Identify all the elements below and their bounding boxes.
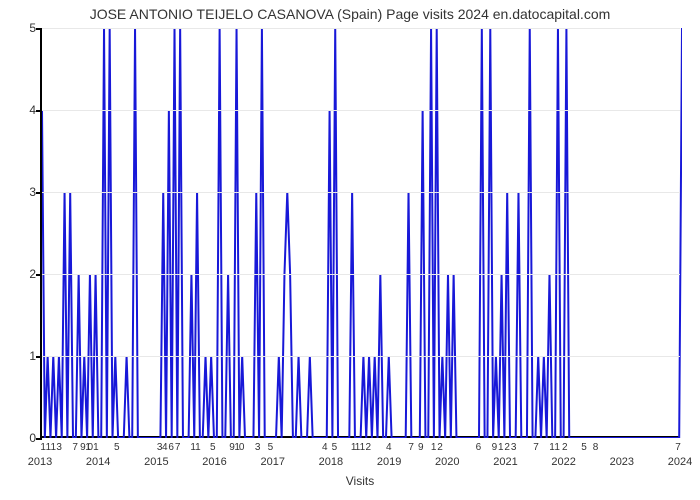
y-tick-mark bbox=[36, 274, 42, 276]
x-value-label: 4 bbox=[162, 442, 168, 453]
x-year-label: 2021 bbox=[493, 456, 517, 468]
x-value-label: 7 bbox=[533, 442, 539, 453]
x-value-label: 5 bbox=[332, 442, 338, 453]
chart-container: JOSE ANTONIO TEIJELO CASANOVA (Spain) Pa… bbox=[0, 0, 700, 500]
x-value-label: 5 bbox=[581, 442, 587, 453]
chart-title: JOSE ANTONIO TEIJELO CASANOVA (Spain) Pa… bbox=[0, 6, 700, 22]
x-value-label: 4 bbox=[386, 442, 392, 453]
x-value-label: 4 bbox=[322, 442, 328, 453]
x-value-label: 7 bbox=[675, 442, 681, 453]
y-tick-label: 3 bbox=[0, 185, 36, 199]
y-tick-mark bbox=[36, 28, 42, 30]
x-value-label: 9 bbox=[492, 442, 498, 453]
y-tick-label: 2 bbox=[0, 267, 36, 281]
x-year-label: 2022 bbox=[551, 456, 575, 468]
x-value-label: 5 bbox=[210, 442, 216, 453]
x-value-label: 3 bbox=[255, 442, 261, 453]
x-value-label: 3 bbox=[56, 442, 62, 453]
x-value-label: 11 bbox=[190, 442, 200, 453]
x-value-label: 2 bbox=[504, 442, 510, 453]
plot-area bbox=[40, 28, 680, 438]
gridline bbox=[42, 356, 680, 357]
gridline bbox=[42, 28, 680, 29]
x-value-label: 11 bbox=[355, 442, 365, 453]
x-value-label: 2 bbox=[562, 442, 568, 453]
gridline bbox=[42, 192, 680, 193]
x-year-label: 2020 bbox=[435, 456, 459, 468]
x-year-label: 2014 bbox=[86, 456, 110, 468]
x-year-label: 2018 bbox=[319, 456, 343, 468]
x-value-label: 2 bbox=[437, 442, 443, 453]
x-year-label: 2017 bbox=[260, 456, 284, 468]
x-value-label: 5 bbox=[268, 442, 274, 453]
x-value-label: 7 bbox=[175, 442, 181, 453]
x-year-label: 2024 bbox=[668, 456, 692, 468]
y-tick-label: 1 bbox=[0, 349, 36, 363]
x-value-label: 3 bbox=[511, 442, 517, 453]
x-value-label: 7 bbox=[72, 442, 78, 453]
gridline bbox=[42, 110, 680, 111]
chart-line bbox=[42, 28, 682, 438]
x-value-label: 1 bbox=[431, 442, 437, 453]
x-value-label: 6 bbox=[168, 442, 174, 453]
x-value-label: 9 bbox=[418, 442, 424, 453]
x-value-label: 5 bbox=[114, 442, 120, 453]
y-tick-mark bbox=[36, 110, 42, 112]
x-value-label: 01 bbox=[88, 442, 99, 453]
x-year-label: 2016 bbox=[202, 456, 226, 468]
y-tick-label: 5 bbox=[0, 21, 36, 35]
x-value-label: 6 bbox=[476, 442, 482, 453]
y-tick-mark bbox=[36, 192, 42, 194]
x-value-label: 1 bbox=[554, 442, 560, 453]
y-tick-mark bbox=[36, 356, 42, 358]
x-value-label: 11 bbox=[46, 442, 56, 453]
x-year-label: 2023 bbox=[610, 456, 634, 468]
x-value-label: 1 bbox=[498, 442, 504, 453]
x-year-label: 2013 bbox=[28, 456, 52, 468]
data-line bbox=[42, 28, 682, 438]
x-axis: Visits 111379101534671159103545111247912… bbox=[40, 438, 680, 498]
x-value-label: 0 bbox=[239, 442, 245, 453]
x-year-label: 2015 bbox=[144, 456, 168, 468]
x-value-label: 2 bbox=[366, 442, 372, 453]
x-value-label: 8 bbox=[593, 442, 599, 453]
gridline bbox=[42, 274, 680, 275]
y-tick-label: 4 bbox=[0, 103, 36, 117]
y-tick-label: 0 bbox=[0, 431, 36, 445]
x-year-label: 2019 bbox=[377, 456, 401, 468]
x-value-label: 7 bbox=[408, 442, 414, 453]
x-axis-title: Visits bbox=[40, 474, 680, 488]
